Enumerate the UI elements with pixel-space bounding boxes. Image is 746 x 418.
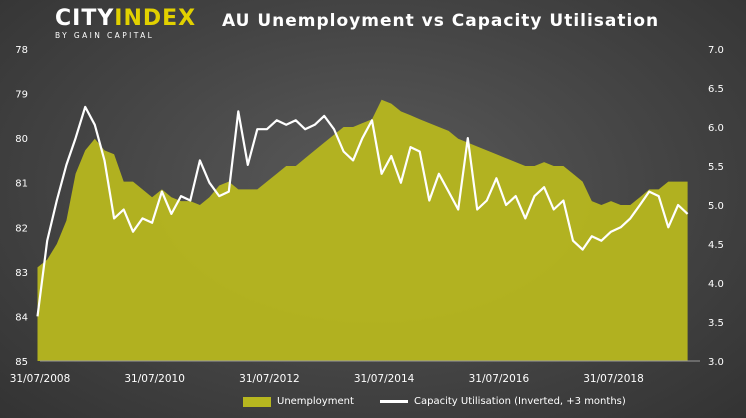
right-tick-label: 3.0	[708, 357, 724, 368]
right-tick-label: 4.5	[708, 240, 724, 251]
legend-swatch-area	[243, 396, 271, 407]
left-tick-label: 85	[15, 357, 28, 368]
right-axis: 7.0 6.5 6.0 5.5 5.0 4.5 4.0 3.5 3.0	[708, 45, 724, 368]
chart-title: AU Unemployment vs Capacity Utilisation	[222, 11, 660, 31]
legend-swatch-line	[380, 400, 408, 403]
logo-city: CITY	[55, 6, 115, 31]
legend: Unemployment Capacity Utilisation (Inver…	[0, 394, 746, 412]
logo-index: INDEX	[114, 6, 197, 31]
x-tick-label: 31/07/2008	[10, 373, 71, 385]
left-tick-label: 81	[15, 179, 28, 190]
x-tick-label: 31/07/2014	[354, 373, 415, 385]
x-tick-label: 31/07/2018	[583, 373, 644, 385]
left-tick-label: 84	[15, 312, 28, 323]
x-tick-label: 31/07/2016	[469, 373, 530, 385]
right-tick-label: 6.0	[708, 123, 724, 134]
right-tick-label: 3.5	[708, 318, 724, 329]
x-axis: 31/07/2008 31/07/2010 31/07/2012 31/07/2014…	[10, 373, 644, 385]
left-tick-label: 78	[15, 45, 28, 56]
left-axis: 78 79 80 81 82 83 84 85	[15, 45, 28, 368]
legend-item-capacity: Capacity Utilisation (Inverted, +3 month…	[380, 396, 626, 407]
x-tick-label: 31/07/2010	[124, 373, 185, 385]
left-tick-label: 79	[15, 90, 28, 101]
right-tick-label: 7.0	[708, 45, 724, 56]
right-tick-label: 5.5	[708, 162, 724, 173]
x-tick-label: 31/07/2012	[239, 373, 300, 385]
capacity-utilisation-line	[36, 105, 689, 317]
right-tick-label: 5.0	[708, 201, 724, 212]
logo-wordmark: CITYINDEX	[55, 6, 195, 31]
left-tick-label: 80	[15, 134, 28, 145]
right-tick-label: 6.5	[708, 84, 724, 95]
logo-tagline: BY GAIN CAPITAL	[55, 31, 155, 40]
cityindex-logo: CITYINDEX BY GAIN CAPITAL	[55, 6, 195, 42]
left-tick-label: 82	[15, 223, 28, 234]
left-tick-label: 83	[15, 268, 28, 279]
legend-label-capacity: Capacity Utilisation (Inverted, +3 month…	[414, 396, 626, 407]
unemployment-area	[37, 99, 688, 361]
right-tick-label: 4.0	[708, 279, 724, 290]
legend-item-unemployment: Unemployment	[243, 396, 354, 407]
legend-label-unemployment: Unemployment	[277, 396, 354, 407]
